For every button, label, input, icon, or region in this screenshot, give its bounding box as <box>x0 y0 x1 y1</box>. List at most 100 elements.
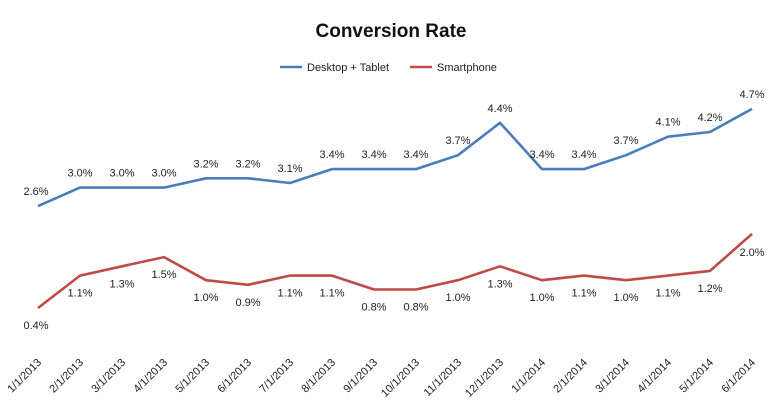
data-point-desktop-tablet <box>708 130 712 134</box>
data-label-desktop-tablet: 3.0% <box>151 168 176 180</box>
data-label-desktop-tablet: 3.4% <box>529 149 554 161</box>
data-point-smartphone <box>540 278 544 282</box>
data-label-desktop-tablet: 3.4% <box>319 149 344 161</box>
x-tick-label: 10/1/2013 <box>379 357 422 400</box>
series-line-smartphone <box>37 232 753 310</box>
legend: Desktop + Tablet Smartphone <box>280 62 497 74</box>
data-point-desktop-tablet <box>330 167 334 171</box>
x-tick-label: 2/1/2014 <box>551 357 590 396</box>
data-label-desktop-tablet: 4.4% <box>487 103 512 115</box>
data-label-desktop-tablet: 3.7% <box>613 135 638 147</box>
data-label-smartphone: 0.8% <box>361 302 386 314</box>
data-label-smartphone: 1.0% <box>613 292 638 304</box>
series-line-desktop-tablet <box>37 107 753 208</box>
data-point-smartphone <box>372 288 376 292</box>
data-label-desktop-tablet: 3.2% <box>235 158 260 170</box>
x-tick-label: 1/1/2014 <box>509 357 548 396</box>
data-point-desktop-tablet <box>120 186 124 190</box>
data-point-desktop-tablet <box>288 181 292 185</box>
data-label-desktop-tablet: 4.1% <box>655 117 680 129</box>
data-point-smartphone <box>36 306 40 310</box>
data-label-smartphone: 0.8% <box>403 302 428 314</box>
x-tick-label: 8/1/2013 <box>299 357 338 396</box>
data-point-smartphone <box>288 274 292 278</box>
data-point-desktop-tablet <box>624 153 628 157</box>
data-label-smartphone: 0.4% <box>23 320 48 332</box>
data-label-desktop-tablet: 3.4% <box>361 149 386 161</box>
x-tick-label: 4/1/2013 <box>131 357 170 396</box>
data-point-desktop-tablet <box>204 176 208 180</box>
data-label-desktop-tablet: 3.4% <box>403 149 428 161</box>
x-tick-label: 1/1/2013 <box>5 357 44 396</box>
data-label-desktop-tablet: 3.1% <box>277 163 302 175</box>
x-tick-label: 6/1/2013 <box>215 357 254 396</box>
data-label-layer: 2.6% 3.0% 3.0% 3.0% 3.2% 3.2% 3.1% 3.4% 3.4% 3.4%… <box>23 89 764 332</box>
data-point-smartphone <box>330 274 334 278</box>
data-label-desktop-tablet: 4.2% <box>697 112 722 124</box>
data-point-desktop-tablet <box>246 176 250 180</box>
x-tick-label: 9/1/2013 <box>341 357 380 396</box>
data-point-smartphone <box>120 264 124 268</box>
data-label-smartphone: 1.1% <box>655 288 680 300</box>
data-point-smartphone <box>456 278 460 282</box>
data-point-desktop-tablet <box>456 153 460 157</box>
data-label-smartphone: 1.5% <box>151 269 176 281</box>
data-label-smartphone: 2.0% <box>739 247 764 259</box>
data-label-desktop-tablet: 3.0% <box>109 168 134 180</box>
legend-label-smartphone: Smartphone <box>437 62 497 74</box>
x-tick-label: 11/1/2013 <box>422 357 465 400</box>
data-label-desktop-tablet: 3.0% <box>67 168 92 180</box>
data-point-desktop-tablet <box>162 186 166 190</box>
data-point-desktop-tablet <box>78 186 82 190</box>
data-label-desktop-tablet: 4.7% <box>739 89 764 101</box>
data-label-desktop-tablet: 3.4% <box>571 149 596 161</box>
data-point-desktop-tablet <box>540 167 544 171</box>
data-label-desktop-tablet: 2.6% <box>23 186 48 198</box>
data-point-desktop-tablet <box>666 135 670 139</box>
data-point-smartphone <box>204 278 208 282</box>
data-point-smartphone <box>666 274 670 278</box>
x-tick-label: 6/1/2014 <box>719 357 758 396</box>
data-point-smartphone <box>750 232 754 236</box>
data-label-smartphone: 1.0% <box>529 292 554 304</box>
data-label-smartphone: 1.1% <box>319 288 344 300</box>
data-label-desktop-tablet: 3.7% <box>445 135 470 147</box>
x-tick-label: 5/1/2014 <box>677 357 716 396</box>
x-tick-label: 3/1/2014 <box>593 357 632 396</box>
data-point-smartphone <box>498 264 502 268</box>
data-point-smartphone <box>162 255 166 259</box>
data-point-desktop-tablet <box>582 167 586 171</box>
data-label-smartphone: 1.1% <box>571 288 596 300</box>
data-label-smartphone: 1.1% <box>67 288 92 300</box>
data-point-desktop-tablet <box>414 167 418 171</box>
data-label-smartphone: 1.1% <box>277 288 302 300</box>
data-point-desktop-tablet <box>372 167 376 171</box>
data-point-smartphone <box>246 283 250 287</box>
data-label-smartphone: 1.3% <box>487 278 512 290</box>
series-layer <box>36 107 754 310</box>
x-tick-label: 7/1/2013 <box>257 357 296 396</box>
data-point-desktop-tablet <box>750 107 754 111</box>
x-tick-label: 12/1/2013 <box>463 357 506 400</box>
x-tick-label: 3/1/2013 <box>89 357 128 396</box>
chart-title: Conversion Rate <box>316 21 467 42</box>
data-label-desktop-tablet: 3.2% <box>193 158 218 170</box>
legend-label-desktop-tablet: Desktop + Tablet <box>307 62 389 74</box>
x-tick-label: 4/1/2014 <box>635 357 674 396</box>
data-label-smartphone: 0.9% <box>235 297 260 309</box>
data-point-smartphone <box>708 269 712 273</box>
data-point-smartphone <box>78 274 82 278</box>
data-point-smartphone <box>582 274 586 278</box>
data-point-smartphone <box>624 278 628 282</box>
data-label-smartphone: 1.0% <box>445 292 470 304</box>
data-point-smartphone <box>414 288 418 292</box>
data-point-desktop-tablet <box>36 204 40 208</box>
data-point-desktop-tablet <box>498 121 502 125</box>
x-axis-tick-layer: 1/1/2013 2/1/2013 3/1/2013 4/1/2013 5/1/2013… <box>5 357 758 400</box>
x-tick-label: 5/1/2013 <box>173 357 212 396</box>
x-tick-label: 2/1/2013 <box>47 357 86 396</box>
data-label-smartphone: 1.3% <box>109 278 134 290</box>
data-label-smartphone: 1.0% <box>193 292 218 304</box>
data-label-smartphone: 1.2% <box>697 283 722 295</box>
